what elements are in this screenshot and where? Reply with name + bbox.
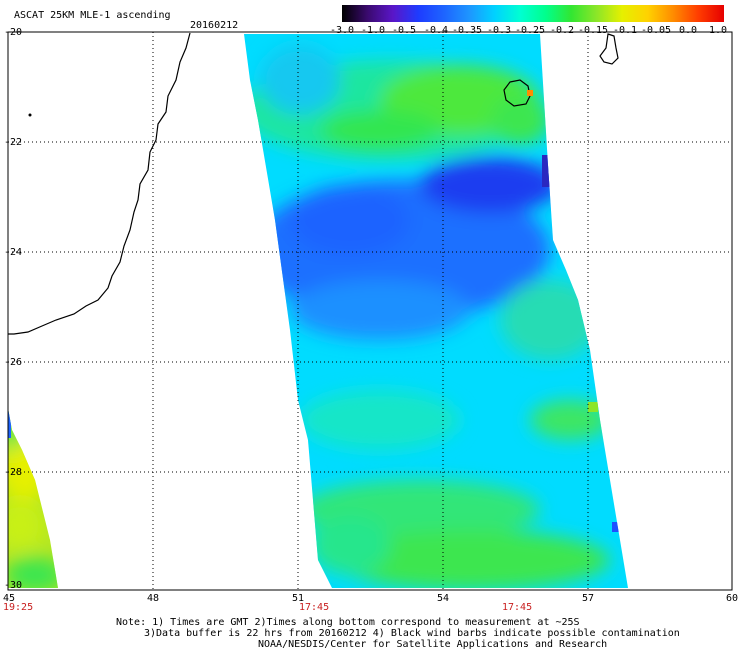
reunion-marker bbox=[527, 90, 533, 96]
madagascar-coastline bbox=[8, 32, 191, 335]
colorbar-tick-label: -0.25 bbox=[514, 25, 546, 36]
graticule bbox=[8, 32, 732, 590]
colorbar-tick-label: 0.0 bbox=[678, 25, 698, 36]
lon-label: 48 bbox=[147, 593, 160, 604]
colorbar-tick-label: 1.0 bbox=[708, 25, 728, 36]
lat-label: -30 bbox=[4, 580, 23, 591]
pass-time: 19:25 bbox=[3, 602, 34, 613]
colorbar-tick-label: -0.35 bbox=[451, 25, 483, 36]
note-line-2: 3)Data buffer is 22 hrs from 20160212 4)… bbox=[144, 628, 680, 639]
lon-label: 57 bbox=[582, 593, 595, 604]
product-title: ASCAT 25KM MLE-1 ascending bbox=[14, 10, 171, 21]
colorbar-tick-label: -0.2 bbox=[549, 25, 575, 36]
pass-date: 20160212 bbox=[190, 20, 239, 31]
scatterometer-swath-partial bbox=[8, 408, 58, 588]
lat-label: -24 bbox=[4, 247, 23, 258]
lat-label: -28 bbox=[4, 467, 23, 478]
colorbar bbox=[342, 5, 724, 22]
lon-label: 60 bbox=[726, 593, 739, 604]
colorbar-tick-label: -0.1 bbox=[612, 25, 638, 36]
colorbar-tick-label: -0.15 bbox=[577, 25, 609, 36]
lat-label: -22 bbox=[4, 137, 23, 148]
colorbar-tick-label: -1.0 bbox=[360, 25, 386, 36]
lat-label: -20 bbox=[4, 27, 23, 38]
scatterometer-swath bbox=[244, 34, 628, 588]
lon-label: 51 bbox=[292, 593, 305, 604]
note-line-1: Note: 1) Times are GMT 2)Times along bot… bbox=[116, 617, 580, 628]
map-frame bbox=[7, 31, 733, 591]
note-line-3: NOAA/NESDIS/Center for Satellite Applica… bbox=[258, 639, 608, 650]
lon-label: 54 bbox=[437, 593, 450, 604]
pass-time: 17:45 bbox=[299, 602, 330, 613]
lat-label: -26 bbox=[4, 357, 23, 368]
pass-time: 17:45 bbox=[502, 602, 533, 613]
mauritius-island bbox=[599, 33, 619, 65]
lon-label: 45 bbox=[3, 593, 16, 604]
colorbar-tick-label: -0.3 bbox=[486, 25, 512, 36]
colorbar-tick-label: -3.0 bbox=[329, 25, 355, 36]
islet bbox=[28, 113, 32, 117]
reunion-island bbox=[503, 79, 531, 107]
colorbar-tick-label: -0.5 bbox=[391, 25, 417, 36]
colorbar-tick-label: -0.05 bbox=[640, 25, 672, 36]
colorbar-tick-label: -0.4 bbox=[423, 25, 449, 36]
